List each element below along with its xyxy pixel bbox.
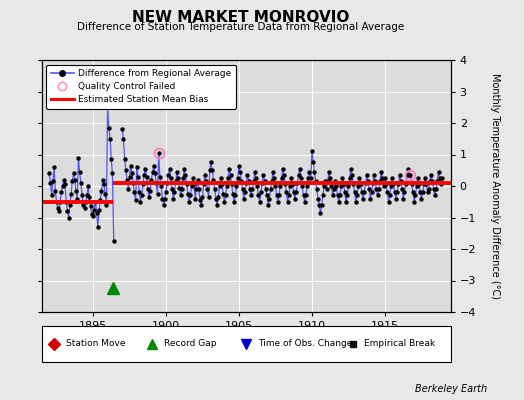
Y-axis label: Monthly Temperature Anomaly Difference (°C): Monthly Temperature Anomaly Difference (… xyxy=(490,73,500,299)
Text: Difference of Station Temperature Data from Regional Average: Difference of Station Temperature Data f… xyxy=(78,22,405,32)
Text: Record Gap: Record Gap xyxy=(163,340,216,348)
Text: NEW MARKET MONROVIO: NEW MARKET MONROVIO xyxy=(133,10,350,25)
Text: Empirical Break: Empirical Break xyxy=(364,340,435,348)
Text: Time of Obs. Change: Time of Obs. Change xyxy=(258,340,352,348)
Legend: Difference from Regional Average, Quality Control Failed, Estimated Station Mean: Difference from Regional Average, Qualit… xyxy=(47,64,236,109)
Text: Berkeley Earth: Berkeley Earth xyxy=(415,384,487,394)
Text: Station Move: Station Move xyxy=(66,340,125,348)
FancyBboxPatch shape xyxy=(42,326,451,362)
